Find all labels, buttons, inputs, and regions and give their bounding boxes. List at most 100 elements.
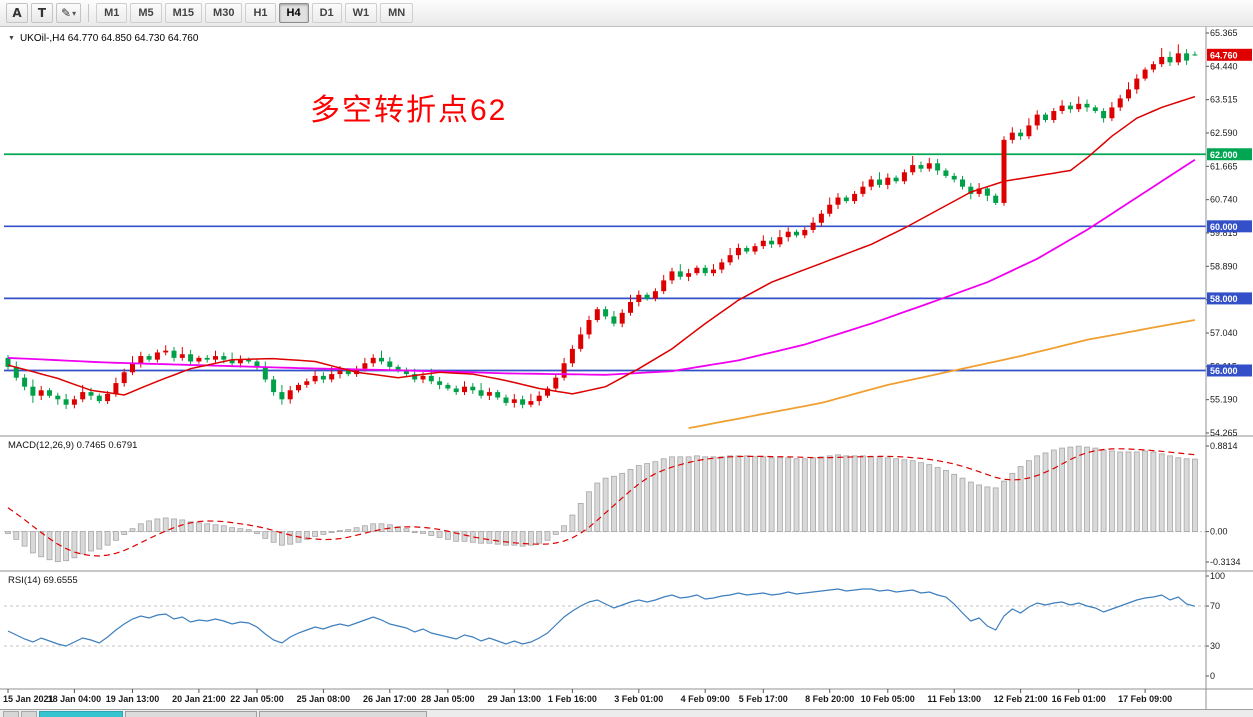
candle-body [188, 354, 194, 362]
time-tick-label: 20 Jan 21:00 [172, 694, 226, 704]
macd-histogram-bar [204, 523, 211, 532]
timeframe-button-d1[interactable]: D1 [311, 3, 342, 23]
macd-histogram-bar [652, 461, 659, 532]
candle-body [545, 388, 550, 396]
time-tick-label: 11 Feb 13:00 [927, 694, 981, 704]
window-button[interactable] [3, 711, 19, 717]
macd-histogram-bar [1059, 447, 1065, 532]
macd-histogram-bar [660, 458, 667, 532]
timeframe-button-mn[interactable]: MN [380, 3, 414, 23]
time-tick-label: 18 Jan 04:00 [48, 694, 102, 704]
candle-body [860, 186, 866, 194]
arrow-tool-button[interactable]: A [6, 3, 28, 23]
candle-body [1184, 53, 1190, 61]
candle-body [1018, 132, 1024, 137]
macd-histogram-bar [137, 523, 144, 532]
macd-histogram-bar [104, 531, 111, 546]
chart-tab-active[interactable] [39, 711, 123, 717]
timeframe-button-m1[interactable]: M1 [96, 3, 128, 23]
macd-histogram-bar [1150, 451, 1157, 532]
price-tick-label: 55.190 [1210, 395, 1238, 405]
rsi-tick-label: 70 [1210, 601, 1220, 611]
candle-body [603, 309, 609, 317]
candle-body [901, 172, 907, 182]
price-axis[interactable]: 65.365 64.440 63.515 62.590 61.665 60.740 59.8… [1206, 28, 1241, 681]
candle-body [96, 395, 102, 402]
macd-histogram-bar [735, 455, 742, 532]
candle-body [237, 359, 243, 364]
chart-tab[interactable] [259, 711, 427, 717]
text-tool-button[interactable]: T [31, 3, 53, 23]
macd-histogram-bar [46, 531, 53, 561]
draw-tool-button[interactable]: ✎ ▾ [56, 3, 82, 23]
timeframe-button-h4[interactable]: H4 [278, 3, 309, 23]
macd-histogram-bar [320, 531, 327, 535]
candle-body [727, 255, 733, 263]
candle-body [271, 379, 277, 393]
macd-histogram-bar [635, 465, 642, 532]
candle-body [138, 356, 144, 364]
candle-body [130, 363, 135, 373]
macd-histogram-bar [129, 528, 136, 532]
timeframe-button-m30[interactable]: M30 [205, 3, 243, 23]
macd-histogram-bar [586, 491, 592, 532]
macd-histogram-bar [710, 456, 717, 532]
macd-histogram-bar [685, 456, 692, 532]
candle-body [686, 273, 692, 277]
macd-histogram-bar [594, 482, 601, 532]
candle-body [22, 377, 28, 387]
macd-histogram-bar [1050, 449, 1057, 532]
candle-body [951, 175, 957, 180]
macd-histogram-bar [38, 531, 45, 558]
candle-body [428, 375, 434, 382]
macd-histogram-bar [278, 531, 285, 546]
candle-body [893, 177, 899, 182]
price-level-badge: 62.000 [1207, 148, 1252, 161]
time-tick-label: 28 Jan 05:00 [421, 694, 475, 704]
candle-body [968, 186, 974, 194]
candle-body [1076, 103, 1082, 110]
candle-body [918, 165, 924, 169]
macd-histogram-bar [337, 530, 343, 533]
macd-histogram-bar [793, 458, 800, 532]
candle-body [5, 357, 11, 367]
candle-body [179, 354, 185, 358]
candle-body [711, 269, 716, 274]
candle-body [1084, 103, 1090, 108]
macd-histogram-bar [718, 456, 725, 532]
timeframe-button-m15[interactable]: M15 [164, 3, 203, 23]
time-tick-label: 15 Jan 2021 [3, 694, 54, 704]
macd-histogram-bar [876, 457, 883, 532]
window-button[interactable] [21, 711, 37, 717]
candle-body [661, 280, 667, 292]
chart-canvas[interactable]: 65.365 64.440 63.515 62.590 61.665 60.740 59.8… [0, 27, 1253, 709]
candle-body [561, 363, 567, 378]
candle-body [976, 188, 982, 194]
candle-body [835, 197, 841, 205]
drawing-tools-group: A T ✎ ▾ [6, 3, 82, 23]
macd-panel [4, 445, 1206, 563]
macd-histogram-bar [893, 458, 899, 532]
candle-body [470, 386, 476, 391]
timeframe-button-w1[interactable]: W1 [344, 3, 378, 23]
macd-histogram-bar [694, 455, 700, 532]
candle-body [462, 386, 467, 393]
macd-histogram-bar [1042, 452, 1049, 532]
macd-histogram-bar [420, 531, 426, 534]
candle-body [843, 197, 849, 202]
macd-histogram-bar [1109, 450, 1115, 532]
timeframe-button-m5[interactable]: M5 [130, 3, 162, 23]
candle-body [785, 231, 791, 238]
price-tick-label: 62.590 [1210, 128, 1238, 138]
macd-histogram-bar [611, 475, 617, 532]
toolbar-separator [88, 4, 90, 22]
macd-histogram-bar [270, 531, 277, 543]
macd-histogram-bar [79, 531, 86, 555]
svg-text:60.000: 60.000 [1210, 222, 1238, 232]
time-tick-label: 5 Feb 17:00 [739, 694, 788, 704]
candle-body [287, 390, 293, 400]
chart-tab[interactable] [125, 711, 257, 717]
timeframe-button-h1[interactable]: H1 [245, 3, 276, 23]
macd-histogram-bar [976, 484, 982, 532]
